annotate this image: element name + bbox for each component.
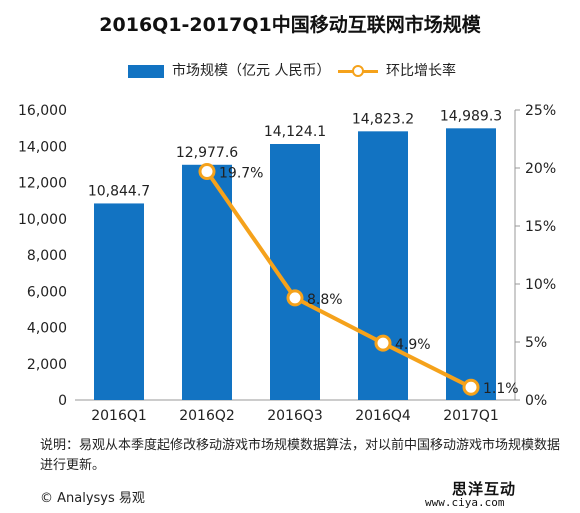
x-tick-label: 2017Q1 <box>443 408 499 424</box>
bar <box>94 203 144 400</box>
y-left-tick-label: 2,000 <box>27 357 67 373</box>
y-right-tick-label: 20% <box>525 161 556 177</box>
y-left-tick-label: 12,000 <box>18 176 67 192</box>
y-right-tick-label: 10% <box>525 277 556 293</box>
legend-bar-swatch <box>128 64 164 78</box>
growth-value-label: 8.8% <box>307 292 343 308</box>
watermark-url: www.ciya.com <box>425 496 505 509</box>
bar-value-label: 10,844.7 <box>88 183 150 199</box>
y-left-tick-label: 8,000 <box>27 248 67 264</box>
copyright: © Analysys 易观 <box>40 491 145 506</box>
growth-point <box>374 334 392 352</box>
y-left-tick-label: 14,000 <box>18 139 67 155</box>
growth-point <box>198 162 216 180</box>
bar <box>358 131 408 400</box>
legend-item-market-size: 市场规模（亿元 人民币） <box>128 60 330 82</box>
growth-point <box>462 378 480 396</box>
growth-value-label: 1.1% <box>483 381 519 397</box>
bar-value-label: 14,989.3 <box>440 108 502 124</box>
footnote: 说明：易观从本季度起修改移动游戏市场规模数据算法，对以前中国移动游戏市场规模数据… <box>40 438 561 473</box>
bar <box>446 128 496 400</box>
x-tick-label: 2016Q2 <box>179 408 235 424</box>
watermark-brand: 思洋互动 <box>452 480 517 498</box>
bar-value-label: 14,823.2 <box>352 111 414 127</box>
legend-item-growth-rate: 环比增长率 <box>338 60 456 82</box>
legend-line-label: 环比增长率 <box>386 63 456 79</box>
chart-title: 2016Q1-2017Q1中国移动互联网市场规模 <box>99 14 481 36</box>
y-right-tick-label: 0% <box>525 393 547 409</box>
growth-value-label: 19.7% <box>219 165 263 181</box>
y-left-tick-label: 4,000 <box>27 321 67 337</box>
y-right-tick-label: 15% <box>525 219 556 235</box>
growth-value-label: 4.9% <box>395 337 431 353</box>
bar-value-label: 14,124.1 <box>264 124 326 140</box>
y-left-tick-label: 6,000 <box>27 284 67 300</box>
x-tick-label: 2016Q4 <box>355 408 411 424</box>
growth-line <box>205 170 472 390</box>
y-right-tick-label: 25% <box>525 103 556 119</box>
legend: 市场规模（亿元 人民币） 环比增长率 <box>0 60 580 82</box>
bar <box>182 164 232 400</box>
y-right-tick-label: 5% <box>525 335 547 351</box>
legend-line-swatch <box>338 64 378 78</box>
x-tick-label: 2016Q1 <box>91 408 147 424</box>
growth-point <box>286 289 304 307</box>
legend-bar-label: 市场规模（亿元 人民币） <box>172 63 331 79</box>
y-left-tick-label: 0 <box>58 393 67 409</box>
bar-value-label: 12,977.6 <box>176 145 238 161</box>
y-left-tick-label: 10,000 <box>18 212 67 228</box>
y-left-tick-label: 16,000 <box>18 103 67 119</box>
x-tick-label: 2016Q3 <box>267 408 323 424</box>
